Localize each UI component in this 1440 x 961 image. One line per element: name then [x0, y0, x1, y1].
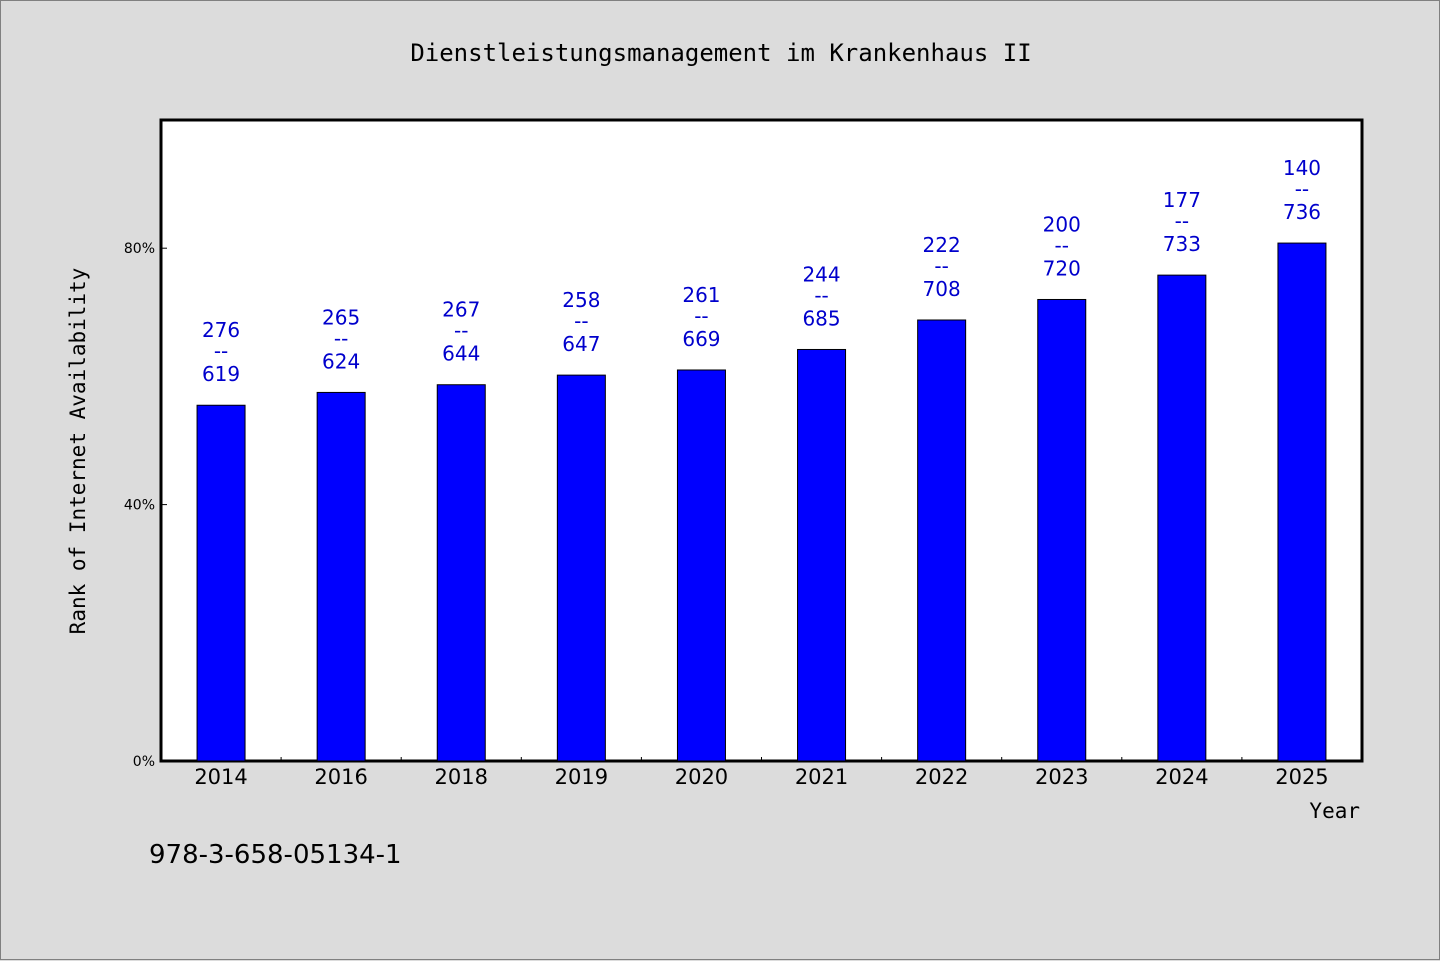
data-label-bottom-2018: 644 [442, 342, 480, 366]
data-label-top-2018: 267 [442, 298, 480, 322]
x-tick-label-2020: 2020 [675, 765, 728, 789]
data-label-separator-2021: -- [814, 283, 828, 307]
x-axis-label: Year [1309, 799, 1360, 823]
data-label-top-2020: 261 [682, 283, 720, 307]
x-axis-ticks: 2014 2016 2018 2019 2020 2021 2022 2023 2024 2025 [194, 757, 1329, 789]
data-label-top-2022: 222 [923, 233, 961, 257]
bar-2021 [797, 348, 847, 762]
bars-group [196, 242, 1327, 762]
x-tick-label-2021: 2021 [795, 765, 848, 789]
data-labels-group: 276--619265--624267--644258--647261--669… [202, 156, 1321, 386]
bar-2023 [1037, 298, 1087, 762]
data-label-separator-2019: -- [574, 309, 588, 333]
data-label-top-2024: 177 [1163, 188, 1201, 212]
data-label-separator-2025: -- [1295, 177, 1309, 201]
data-label-bottom-2025: 736 [1283, 200, 1321, 224]
isbn-text: 978-3-658-05134-1 [149, 840, 402, 870]
x-tick-label-2019: 2019 [555, 765, 608, 789]
bar-2019 [556, 374, 606, 762]
y-axis-ticks: 0% 40% 80% [124, 241, 167, 770]
chart-title: Dienstleistungsmanagement im Krankenhaus… [410, 39, 1031, 67]
x-tick-label-2024: 2024 [1155, 765, 1208, 789]
data-label-separator-2018: -- [454, 319, 468, 343]
x-tick-label-2022: 2022 [915, 765, 968, 789]
y-tick-label-0: 0% [133, 754, 155, 770]
bar-2014 [196, 404, 246, 762]
data-label-separator-2014: -- [214, 339, 228, 363]
bar-2025 [1277, 242, 1327, 762]
data-label-top-2023: 200 [1043, 212, 1081, 236]
x-tick-label-2023: 2023 [1035, 765, 1088, 789]
data-label-bottom-2020: 669 [682, 327, 720, 351]
data-label-top-2019: 258 [562, 288, 600, 312]
bar-2022 [917, 319, 967, 762]
bar-2016 [316, 391, 366, 762]
data-label-bottom-2014: 619 [202, 362, 240, 386]
data-label-bottom-2019: 647 [562, 332, 600, 356]
y-axis-label: Rank of Internet Availability [66, 268, 90, 635]
data-label-separator-2022: -- [934, 254, 948, 278]
y-tick-label-80: 80% [124, 241, 155, 257]
data-label-separator-2016: -- [334, 326, 348, 350]
data-label-top-2025: 140 [1283, 156, 1321, 180]
data-label-bottom-2016: 624 [322, 349, 360, 373]
x-tick-label-2016: 2016 [314, 765, 367, 789]
bar-2018 [436, 384, 486, 762]
y-tick-label-40: 40% [124, 498, 155, 514]
data-label-top-2014: 276 [202, 318, 240, 342]
data-label-separator-2020: -- [694, 304, 708, 328]
data-label-bottom-2023: 720 [1043, 256, 1081, 280]
data-label-top-2016: 265 [322, 305, 360, 329]
x-tick-label-2025: 2025 [1275, 765, 1328, 789]
bar-2020 [676, 369, 726, 762]
data-label-bottom-2024: 733 [1163, 232, 1201, 256]
bar-2024 [1157, 274, 1207, 762]
data-label-top-2021: 244 [802, 262, 840, 286]
data-label-separator-2023: -- [1055, 233, 1069, 257]
data-label-separator-2024: -- [1175, 209, 1189, 233]
x-tick-label-2014: 2014 [194, 765, 247, 789]
data-label-bottom-2021: 685 [802, 306, 840, 330]
data-label-bottom-2022: 708 [923, 277, 961, 301]
x-tick-label-2018: 2018 [435, 765, 488, 789]
